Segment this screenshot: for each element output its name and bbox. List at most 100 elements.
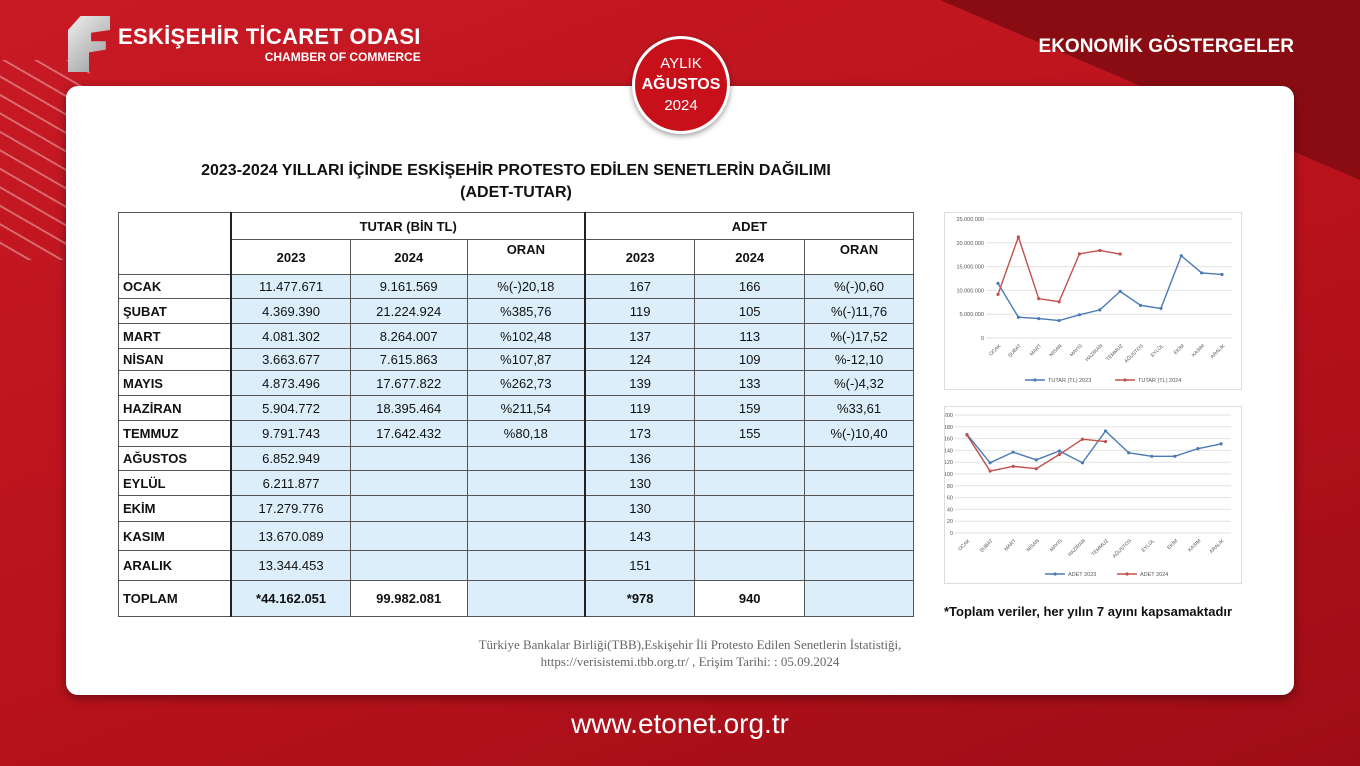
table-cell: 9.161.569 — [349, 274, 468, 299]
table-cell: 17.642.432 — [349, 420, 468, 447]
table-cell — [466, 580, 586, 617]
data-point — [1057, 300, 1061, 304]
data-point — [1200, 271, 1204, 275]
table-cell: 17.677.822 — [349, 370, 468, 396]
data-point — [1016, 235, 1020, 239]
table-cell: 8.264.007 — [349, 323, 468, 349]
source-line-2: https://verisistemi.tbb.org.tr/ , Erişim… — [540, 654, 840, 669]
data-point — [1011, 464, 1015, 468]
row-label: HAZİRAN — [118, 395, 233, 421]
x-tick-label: MAYIS — [1069, 343, 1084, 358]
table-cell: 18.395.464 — [349, 395, 468, 421]
table-cell: 7.615.863 — [349, 348, 468, 371]
page-title: 2023-2024 YILLARI İÇİNDE ESKİŞEHİR PROTE… — [201, 162, 831, 179]
column-header: 2024 — [349, 239, 468, 275]
x-tick-label: KASIM — [1187, 538, 1202, 553]
table-cell: %211,54 — [466, 395, 586, 421]
table-cell — [466, 446, 586, 471]
table-cell: %-12,10 — [804, 348, 914, 371]
table-cell — [349, 521, 468, 551]
table-cell: 99.982.081 — [349, 580, 468, 617]
x-tick-label: NİSAN — [1048, 342, 1064, 358]
table-cell: %262,73 — [466, 370, 586, 396]
data-point — [1103, 439, 1108, 444]
data-point — [1011, 450, 1015, 454]
table-cell: %(-)20,18 — [466, 274, 586, 299]
table-cell: 4.081.302 — [230, 323, 351, 349]
x-tick-label: TEMMUZ — [1105, 343, 1124, 362]
org-subtitle: CHAMBER OF COMMERCE — [264, 50, 421, 64]
table-cell: 6.211.877 — [230, 470, 351, 496]
table-cell — [349, 446, 468, 471]
data-point — [1034, 467, 1038, 471]
x-tick-label: MART — [1029, 343, 1043, 357]
table-cell: 133 — [694, 370, 806, 396]
table-cell — [804, 580, 914, 617]
table-row: MART 4.081.302 8.264.007 %102,48 137 113 %(-)1… — [118, 323, 914, 349]
period-badge: AYLIK AĞUSTOS 2024 — [632, 36, 730, 134]
table-cell — [694, 446, 806, 471]
data-point — [965, 433, 969, 437]
x-tick-label: EYLÜL — [1140, 537, 1156, 553]
table-cell — [804, 521, 914, 551]
table-cell: 159 — [694, 395, 806, 421]
table-cell — [349, 550, 468, 581]
table-cell: 136 — [584, 446, 696, 471]
x-tick-label: TEMMUZ — [1091, 538, 1110, 557]
table-cell — [466, 495, 586, 522]
x-tick-label: OCAK — [988, 343, 1003, 358]
adet-chart: 0 20 40 60 80 100 120 140 160 180 200 OCAK ŞUBAT MART… — [944, 406, 1242, 584]
data-point — [1173, 454, 1177, 458]
y-tick-label: 200 — [945, 413, 953, 419]
table-cell: %80,18 — [466, 420, 586, 447]
table-row: TOPLAM *44.162.051 99.982.081 *978 940 — [118, 580, 914, 617]
table-cell: 167 — [584, 274, 696, 299]
website-link[interactable]: www.etonet.org.tr — [571, 708, 789, 739]
group-header-tutar: TUTAR (BİN TL) — [230, 212, 586, 240]
table-cell: 4.873.496 — [230, 370, 351, 396]
badge-month: AĞUSTOS — [641, 76, 721, 93]
table-row: MAYIS 4.873.496 17.677.822 %262,73 139 133 %(-… — [118, 370, 914, 396]
table-cell — [466, 521, 586, 551]
series-line — [966, 429, 1222, 464]
table-cell: %(-)0,60 — [804, 274, 914, 299]
table-cell: 4.369.390 — [230, 298, 351, 324]
y-tick-label: 180 — [945, 425, 953, 431]
table-cell — [466, 470, 586, 496]
data-point — [1016, 315, 1020, 319]
table-cell: 130 — [584, 470, 696, 496]
table-cell: 166 — [694, 274, 806, 299]
data-point — [1150, 454, 1154, 458]
table-cell: 3.663.677 — [230, 348, 351, 371]
x-tick-label: KASIM — [1191, 343, 1206, 358]
table-cell: 105 — [694, 298, 806, 324]
table-cell — [694, 550, 806, 581]
x-tick-label: ARALIK — [1209, 538, 1226, 555]
x-tick-label: NİSAN — [1025, 537, 1041, 553]
y-tick-label: 100 — [945, 472, 953, 478]
table-cell: 137 — [584, 323, 696, 349]
table-cell — [466, 550, 586, 581]
table-cell: 17.279.776 — [230, 495, 351, 522]
table-cell: *44.162.051 — [230, 580, 351, 617]
row-label: NİSAN — [118, 348, 233, 371]
table-cell: %102,48 — [466, 323, 586, 349]
table-cell: 151 — [584, 550, 696, 581]
data-point — [996, 281, 1000, 285]
table-cell — [804, 446, 914, 471]
y-tick-label: 5.000.000 — [960, 312, 984, 318]
table-cell: 155 — [694, 420, 806, 447]
source-line-1: Türkiye Bankalar Birliği(TBB),Eskişehir … — [478, 637, 902, 652]
legend-label: ADET 2024 — [1140, 572, 1168, 578]
table-cell: 119 — [584, 395, 696, 421]
x-tick-label: ŞUBAT — [1007, 343, 1023, 359]
group-header-adet: ADET — [584, 212, 914, 240]
table-cell: 119 — [584, 298, 696, 324]
table-cell: %107,87 — [466, 348, 586, 371]
footnote: *Toplam veriler, her yılın 7 ayını kapsa… — [944, 604, 1233, 619]
logo: ESKİŞEHİR TİCARET ODASI CHAMBER OF COMME… — [68, 16, 421, 72]
data-point — [1077, 252, 1082, 256]
table-row: EYLÜL 6.211.877 130 — [118, 470, 914, 496]
table-cell: 113 — [694, 323, 806, 349]
data-point — [1127, 451, 1131, 455]
